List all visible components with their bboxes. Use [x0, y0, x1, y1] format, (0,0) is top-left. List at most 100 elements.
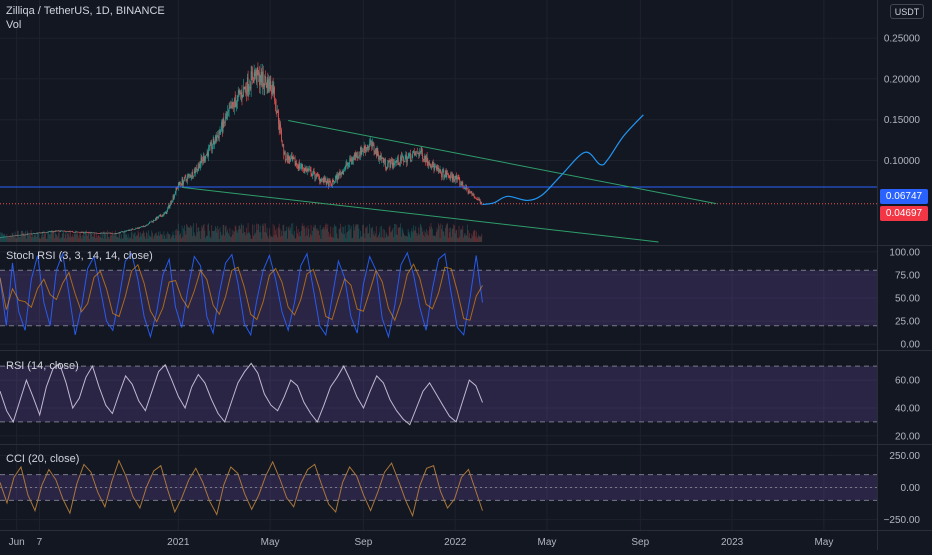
- candle-body: [417, 152, 418, 154]
- volume-bar: [148, 230, 149, 242]
- candle-body: [79, 232, 80, 233]
- candle-body: [84, 233, 85, 234]
- volume-bar: [15, 232, 16, 242]
- volume-bar: [242, 225, 243, 242]
- candle-body: [78, 232, 79, 233]
- volume-bar: [283, 225, 284, 242]
- price-axis-label: 0.25000: [884, 34, 921, 45]
- candle-body: [453, 175, 454, 179]
- candle-body: [38, 233, 39, 234]
- candle-body: [132, 229, 133, 230]
- candle-body: [171, 201, 172, 202]
- symbol-title[interactable]: Zilliqa / TetherUS, 1D, BINANCE: [6, 5, 165, 17]
- candle-body: [390, 159, 391, 168]
- candle-body: [398, 157, 399, 164]
- volume-bar: [369, 224, 370, 242]
- candle-body: [333, 182, 334, 183]
- volume-bar: [479, 236, 480, 242]
- volume-bar: [219, 239, 220, 242]
- candle-body: [314, 171, 315, 172]
- candle-body: [411, 160, 412, 161]
- stoch-rsi-legend[interactable]: Stoch RSI (3, 3, 14, 14, close): [6, 250, 153, 262]
- candle-body: [52, 231, 53, 232]
- candle-body: [240, 92, 241, 94]
- volume-bar: [319, 235, 320, 242]
- volume-legend[interactable]: Vol: [6, 19, 21, 31]
- volume-bar: [231, 237, 232, 242]
- candle-body: [473, 194, 474, 196]
- volume-bar: [123, 238, 124, 242]
- volume-bar: [350, 229, 351, 242]
- volume-bar: [437, 228, 438, 242]
- volume-bar: [437, 230, 438, 242]
- volume-bar: [320, 225, 321, 242]
- candle-body: [13, 236, 14, 237]
- candle-body: [28, 234, 29, 235]
- volume-bar: [339, 228, 340, 242]
- volume-bar: [290, 228, 291, 242]
- volume-bar: [315, 225, 316, 242]
- volume-bar: [241, 224, 242, 242]
- candle-body: [50, 231, 51, 232]
- volume-bar: [280, 237, 281, 242]
- candle-body: [346, 163, 347, 165]
- drawing-lines[interactable]: [0, 115, 877, 242]
- volume-bar: [475, 230, 476, 242]
- currency-button[interactable]: USDT: [890, 4, 924, 19]
- candle-body: [164, 213, 165, 215]
- candle-body: [59, 231, 60, 232]
- cci-legend[interactable]: CCI (20, close): [6, 453, 79, 465]
- candle-body: [274, 88, 275, 93]
- candle-body: [17, 235, 18, 236]
- candle-body: [248, 88, 249, 92]
- volume-bar: [382, 237, 383, 242]
- volume-bar: [378, 235, 379, 242]
- candle-body: [345, 168, 346, 171]
- candle-body: [315, 178, 316, 179]
- candle-body: [459, 177, 460, 179]
- volume-bar: [324, 229, 325, 242]
- candlestick-series[interactable]: [0, 62, 482, 238]
- rsi-legend[interactable]: RSI (14, close): [6, 360, 79, 372]
- volume-bar: [154, 234, 155, 242]
- volume-bar: [154, 236, 155, 242]
- candle-body: [301, 167, 302, 168]
- candle-body: [324, 178, 325, 183]
- candle-body: [353, 157, 354, 161]
- volume-bar: [455, 233, 456, 242]
- volume-bar: [255, 234, 256, 242]
- volume-bar: [20, 237, 21, 242]
- volume-bar: [314, 228, 315, 242]
- candle-body: [267, 80, 268, 92]
- volume-bar: [276, 235, 277, 242]
- candle-body: [382, 158, 383, 159]
- volume-bar: [78, 236, 79, 242]
- volume-bar: [138, 233, 139, 242]
- candle-body: [320, 179, 321, 181]
- candle-body: [340, 172, 341, 173]
- volume-bar: [70, 230, 71, 242]
- volume-bar: [416, 233, 417, 242]
- candle-body: [114, 233, 115, 234]
- volume-bar: [114, 234, 115, 242]
- candle-body: [229, 108, 230, 111]
- volume-bar: [443, 232, 444, 242]
- candle-body: [75, 232, 76, 233]
- volume-bar: [434, 236, 435, 242]
- volume-bar: [19, 237, 20, 242]
- candle-body: [475, 198, 476, 199]
- volume-bar: [472, 236, 473, 242]
- volume-bar: [17, 231, 18, 242]
- candle-body: [233, 104, 234, 107]
- candle-body: [282, 140, 283, 145]
- volume-bar: [325, 225, 326, 242]
- volume-bar: [229, 235, 230, 242]
- volume-bar: [165, 239, 166, 242]
- candle-body: [319, 176, 320, 181]
- volume-bar: [66, 239, 67, 242]
- volume-bar: [61, 238, 62, 242]
- volume-bar: [168, 233, 169, 242]
- candle-body: [126, 231, 127, 232]
